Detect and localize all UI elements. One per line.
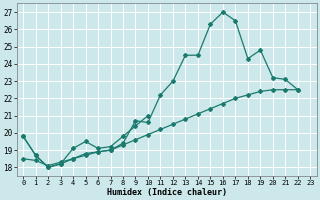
X-axis label: Humidex (Indice chaleur): Humidex (Indice chaleur) — [107, 188, 227, 197]
